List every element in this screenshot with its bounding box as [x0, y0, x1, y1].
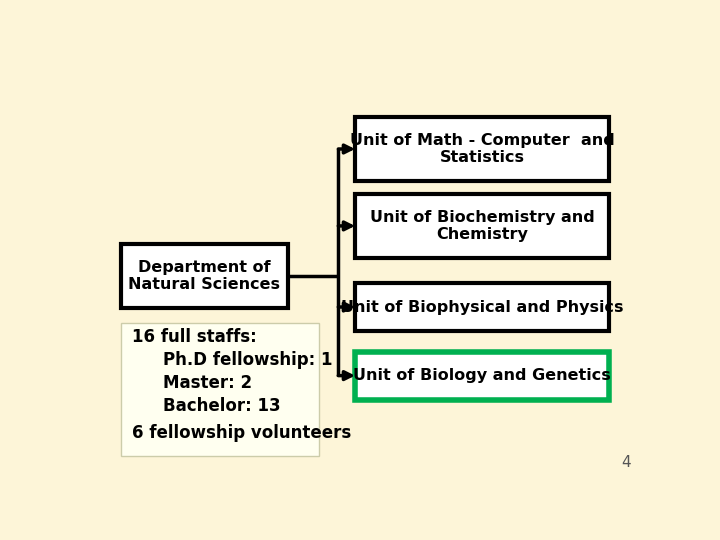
Text: Unit of Biochemistry and
Chemistry: Unit of Biochemistry and Chemistry: [369, 210, 595, 242]
Text: 4: 4: [621, 455, 631, 470]
FancyBboxPatch shape: [355, 194, 609, 258]
Text: Bachelor: 13: Bachelor: 13: [163, 397, 280, 415]
FancyBboxPatch shape: [355, 117, 609, 181]
Text: Department of
Natural Sciences: Department of Natural Sciences: [128, 260, 280, 292]
Text: Unit of Biophysical and Physics: Unit of Biophysical and Physics: [341, 300, 624, 314]
Text: Unit of Biology and Genetics: Unit of Biology and Genetics: [353, 368, 611, 383]
Text: Unit of Math - Computer  and
Statistics: Unit of Math - Computer and Statistics: [350, 133, 614, 165]
FancyBboxPatch shape: [121, 322, 319, 456]
FancyBboxPatch shape: [121, 244, 288, 308]
Text: Ph.D fellowship: 1: Ph.D fellowship: 1: [163, 351, 332, 369]
Text: 16 full staffs:: 16 full staffs:: [132, 328, 256, 346]
Text: Master: 2: Master: 2: [163, 374, 252, 392]
FancyBboxPatch shape: [355, 352, 609, 400]
FancyBboxPatch shape: [355, 283, 609, 331]
Text: 6 fellowship volunteers: 6 fellowship volunteers: [132, 424, 351, 442]
